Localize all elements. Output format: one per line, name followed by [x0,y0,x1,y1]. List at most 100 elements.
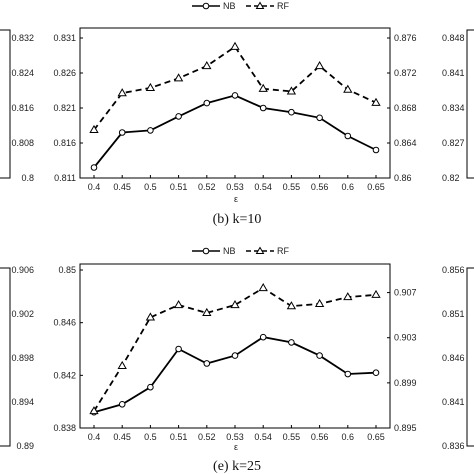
outer-left-tick-label: 0.832 [11,33,34,43]
plot-frame [79,263,391,429]
series-rf-line [93,287,377,412]
x-tick-label: 0.53 [226,432,244,442]
left-axis-ticks: 0.811 0.816 0.821 0.826 0.831 [53,33,83,183]
series-nb-point [147,383,154,391]
series-nb-point [372,146,380,154]
x-tick-label: 0.65 [367,182,385,192]
series-rf-point [89,406,99,415]
outer-left-ticks: 0.906 0.902 0.898 0.894 0.89 [11,265,34,451]
x-axis-ticks: 0.4 0.45 0.5 0.51 0.52 0.53 0.54 0.55 0.56 0.6 0.6… [88,425,385,442]
series-nb-point [175,345,182,353]
outer-left-tick-label: 0.89 [16,441,34,451]
series-lines [89,41,381,171]
x-tick-label: 0.55 [283,432,301,442]
series-nb-point [316,352,323,359]
x-tick-label: 0.5 [144,182,157,192]
series-nb-point [175,113,182,120]
outer-right-ticks: 0.848 0.841 0.834 0.827 0.82 [442,33,465,183]
outer-left-frame [0,267,11,447]
plot-frame [79,27,391,179]
outer-right-tick-label: 0.856 [442,265,465,275]
panel-b: NB RF 0.832 0.824 0.816 0.808 0.8 0.848 0.841… [0,1,474,227]
left-tick-label: 0.826 [53,68,76,78]
series-rf-point [371,289,381,298]
x-tick-label: 0.56 [311,182,329,192]
series-nb-point [203,99,211,107]
legend-rf-label: RF [277,246,289,256]
right-axis-ticks: 0.895 0.899 0.903 0.907 [387,288,417,433]
left-tick-label: 0.816 [53,138,76,148]
series-rf-point [343,292,353,301]
x-axis-label: ε [234,442,238,452]
x-tick-label: 0.51 [170,182,188,192]
series-nb-point [259,104,267,112]
series-rf-point [202,60,212,70]
series-rf-point [89,124,99,133]
series-nb-point [316,114,323,122]
series-rf-point [145,82,156,91]
outer-left-frame [0,29,11,179]
outer-left-tick-label: 0.898 [11,353,34,363]
x-tick-label: 0.52 [198,182,216,192]
outer-left-tick-label: 0.824 [11,68,34,78]
outer-left-tick-label: 0.902 [11,309,34,319]
x-tick-label: 0.56 [311,432,329,442]
outer-left-tick-label: 0.894 [11,397,34,407]
series-rf-point [117,88,127,97]
series-rf-point [173,73,184,82]
series-rf-point [202,307,212,316]
outer-left-ticks: 0.832 0.824 0.816 0.808 0.8 [11,33,34,183]
right-tick-label: 0.868 [394,103,417,113]
series-lines [89,283,381,416]
series-rf-point [258,83,268,92]
x-tick-label: 0.6 [342,432,355,442]
series-nb-point [118,129,126,136]
series-nb-point [90,164,98,171]
right-tick-label: 0.903 [394,333,417,343]
right-tick-label: 0.86 [394,173,412,183]
series-nb-point [288,108,295,116]
outer-right-frame [466,267,474,447]
right-tick-label: 0.872 [394,68,417,78]
outer-right-tick-label: 0.846 [442,353,465,363]
panel-e: NB RF 0.906 0.902 0.898 0.894 0.89 0.856 0.85… [0,246,474,474]
x-axis-label: ε [234,194,238,204]
x-tick-label: 0.53 [226,182,244,192]
right-tick-label: 0.895 [394,423,417,433]
series-nb-line [93,336,377,414]
outer-right-tick-label: 0.841 [442,68,465,78]
x-tick-label: 0.4 [88,432,101,442]
x-tick-label: 0.54 [254,432,272,442]
left-tick-label: 0.842 [53,370,76,380]
x-tick-label: 0.5 [144,432,157,442]
legend-nb-marker [202,247,210,255]
x-tick-label: 0.54 [254,182,272,192]
series-rf-point [173,299,184,309]
right-tick-label: 0.864 [394,138,417,148]
series-rf-point [371,97,381,106]
series-nb-point [118,401,126,408]
series-rf-point [117,360,127,370]
x-tick-label: 0.45 [113,182,131,192]
left-tick-label: 0.811 [54,173,76,183]
legend-rf-marker [255,246,265,254]
series-nb-point [259,333,267,341]
left-tick-label: 0.846 [53,318,76,328]
legend-rf-label: RF [277,1,289,11]
series-nb-point [147,127,154,134]
panel-e-legend: NB RF [192,246,289,256]
series-rf-point [258,283,268,292]
x-tick-label: 0.55 [283,182,301,192]
series-rf-line [93,45,377,131]
x-axis-ticks: 0.4 0.45 0.5 0.51 0.52 0.53 0.54 0.55 0.56 0.6 0.6… [88,175,385,192]
outer-left-tick-label: 0.906 [11,265,34,275]
outer-left-tick-label: 0.808 [11,138,34,148]
series-nb-line [93,94,377,169]
outer-right-tick-label: 0.851 [442,309,465,319]
legend-nb-marker [202,2,210,10]
outer-right-tick-label: 0.834 [442,103,465,113]
right-tick-label: 0.907 [394,288,417,298]
series-nb-point [288,339,295,346]
series-rf-point [286,301,297,310]
